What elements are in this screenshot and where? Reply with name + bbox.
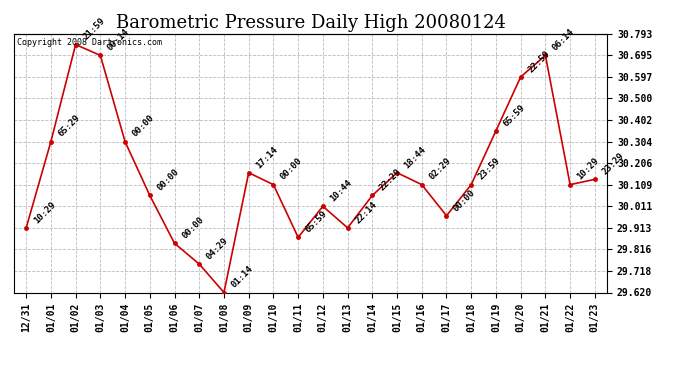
Text: 18:44: 18:44 [402, 145, 428, 170]
Text: 00:00: 00:00 [452, 188, 477, 213]
Text: 22:29: 22:29 [378, 167, 403, 193]
Text: 02:29: 02:29 [427, 156, 453, 182]
Text: 65:59: 65:59 [304, 209, 329, 235]
Text: 10:29: 10:29 [575, 156, 601, 182]
Text: 65:29: 65:29 [57, 114, 82, 139]
Text: 23:59: 23:59 [477, 156, 502, 182]
Text: 17:14: 17:14 [254, 145, 279, 170]
Text: 10:44: 10:44 [328, 178, 354, 204]
Text: Copyright 2008 Dartronics.com: Copyright 2008 Dartronics.com [17, 38, 161, 46]
Text: 04:29: 04:29 [205, 236, 230, 261]
Text: 00:00: 00:00 [279, 156, 304, 182]
Text: 22:14: 22:14 [353, 200, 379, 225]
Text: 00:14: 00:14 [106, 27, 131, 53]
Text: 10:29: 10:29 [32, 200, 57, 225]
Text: 00:00: 00:00 [180, 215, 206, 240]
Text: 65:59: 65:59 [502, 103, 527, 128]
Text: 06:14: 06:14 [551, 27, 576, 53]
Text: 21:59: 21:59 [81, 16, 106, 42]
Text: 22:59: 22:59 [526, 49, 551, 74]
Title: Barometric Pressure Daily High 20080124: Barometric Pressure Daily High 20080124 [115, 14, 506, 32]
Text: 00:00: 00:00 [130, 114, 156, 139]
Text: 00:00: 00:00 [155, 167, 181, 193]
Text: 01:14: 01:14 [230, 264, 255, 290]
Text: 23:29: 23:29 [600, 151, 626, 177]
